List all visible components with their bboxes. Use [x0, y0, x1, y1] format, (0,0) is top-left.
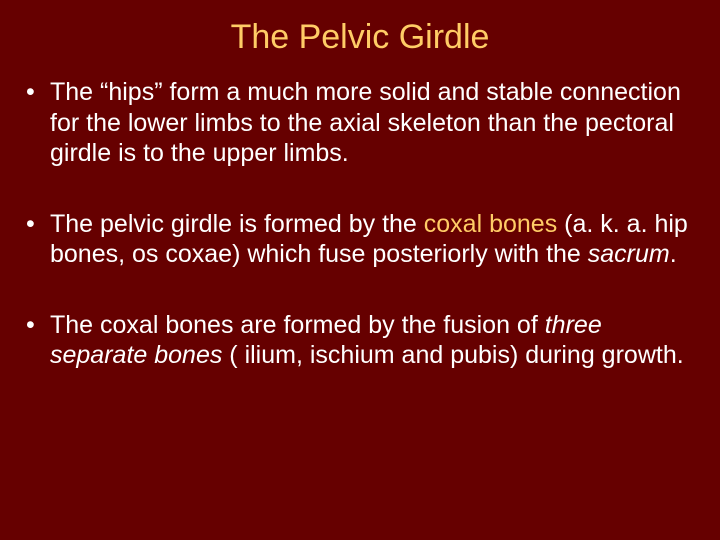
bullet-item: The pelvic girdle is formed by the coxal… — [22, 209, 698, 270]
slide-title: The Pelvic Girdle — [22, 18, 698, 57]
bullet-segment: The “hips” form a much more solid and st… — [50, 78, 681, 167]
bullet-item: The “hips” form a much more solid and st… — [22, 77, 698, 169]
bullet-segment: coxal bones — [424, 210, 557, 238]
bullet-segment: The coxal bones are formed by the fusion… — [50, 311, 545, 339]
bullet-segment: The pelvic girdle is formed by the — [50, 210, 424, 238]
bullet-segment: ( ilium, ischium and pubis) during growt… — [222, 341, 683, 369]
bullet-segment: . — [670, 240, 677, 268]
bullet-item: The coxal bones are formed by the fusion… — [22, 310, 698, 371]
bullet-list: The “hips” form a much more solid and st… — [22, 77, 698, 371]
bullet-segment: sacrum — [588, 240, 670, 268]
